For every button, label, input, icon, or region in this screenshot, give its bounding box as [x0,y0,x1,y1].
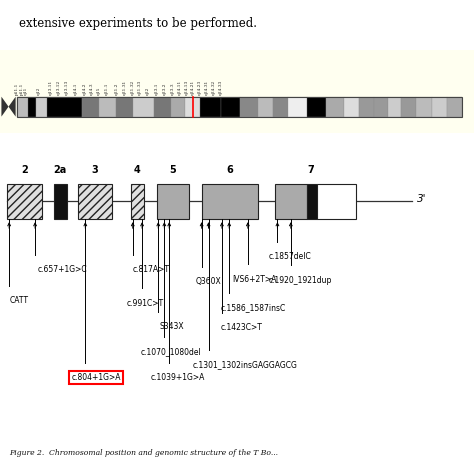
Text: 3': 3' [417,194,427,204]
Text: 3: 3 [91,165,99,175]
Bar [47,97,82,117]
Text: c.804+1G>A: c.804+1G>A [71,373,121,382]
Bar [28,97,36,117]
Text: IVS6+2T>A: IVS6+2T>A [232,275,277,284]
Bar [157,184,189,219]
Text: q24.31: q24.31 [204,80,209,95]
Bar [131,184,144,219]
Polygon shape [1,97,9,117]
Text: 2a: 2a [54,165,67,175]
Bar [200,97,221,117]
Bar [54,184,67,219]
Bar [327,97,344,117]
Text: q11: q11 [24,86,27,95]
Text: q21.1: q21.1 [105,82,109,95]
Text: q23.1: q23.1 [155,82,158,95]
Text: q12: q12 [37,86,41,95]
Text: c.991C>T: c.991C>T [127,299,164,308]
Bar [288,97,307,117]
Bar [201,184,258,219]
Text: q13.12: q13.12 [57,80,61,95]
Bar [416,97,431,117]
Text: q24.23: q24.23 [197,80,201,95]
Bar [431,97,447,117]
Bar [221,97,240,117]
Text: 4: 4 [134,165,141,175]
Bar [240,97,257,117]
Text: q21.31: q21.31 [123,80,127,95]
Bar [17,97,28,117]
Text: q24.11: q24.11 [178,80,182,95]
Text: q15: q15 [97,86,100,95]
Bar [388,97,401,117]
Text: 6: 6 [227,165,233,175]
Text: q21.2: q21.2 [114,82,118,95]
Text: q22: q22 [146,86,150,95]
Polygon shape [9,97,16,117]
Text: p11.1: p11.1 [20,82,24,95]
Text: c.1301_1302insGAGGAGCG: c.1301_1302insGAGGAGCG [193,360,298,369]
Bar [154,97,172,117]
Bar [274,184,307,219]
Text: c.657+1G>C: c.657+1G>C [37,265,87,274]
Bar [82,97,99,117]
Text: p11.1: p11.1 [15,82,18,95]
Text: c.1857delC: c.1857delC [268,252,311,261]
Text: q21.33: q21.33 [137,80,142,95]
Text: q13.13: q13.13 [65,80,69,95]
Bar [7,184,42,219]
Text: Figure 2.  Chromosomal position and genomic structure of the T Bo...: Figure 2. Chromosomal position and genom… [9,449,279,457]
Text: c.1039+1G>A: c.1039+1G>A [151,373,205,382]
Bar [374,97,388,117]
Bar [307,184,317,219]
Text: q21.32: q21.32 [130,80,135,95]
Bar [257,97,273,117]
Bar [99,97,116,117]
Text: c.1423C>T: c.1423C>T [220,323,262,332]
Text: q24.33: q24.33 [219,80,223,95]
Bar [273,97,288,117]
Text: q14.3: q14.3 [90,82,94,95]
Text: c.1586_1587insC: c.1586_1587insC [220,303,285,312]
Text: q24.21: q24.21 [191,80,195,95]
Text: q24.13: q24.13 [184,80,188,95]
Text: c.1070_1080del: c.1070_1080del [141,347,201,356]
Bar [78,184,112,219]
Text: Q360X: Q360X [196,277,221,286]
Text: q14.2: q14.2 [83,82,87,95]
Text: q24.32: q24.32 [211,80,216,95]
Bar [185,97,200,117]
Bar [0,50,474,133]
Bar [133,97,154,117]
Text: extensive experiments to be performed.: extensive experiments to be performed. [19,17,257,29]
Text: c.1920_1921dup: c.1920_1921dup [268,276,332,285]
Text: q23.3: q23.3 [171,82,174,95]
Text: q14.1: q14.1 [74,82,78,95]
Bar [447,97,462,117]
Bar [317,184,356,219]
Text: S343X: S343X [159,322,184,331]
Bar [172,97,185,117]
Text: q13.11: q13.11 [49,80,53,95]
Text: q23.2: q23.2 [163,82,167,95]
Bar [359,97,374,117]
Text: 5: 5 [170,165,176,175]
Bar [344,97,359,117]
Text: 2: 2 [21,165,27,175]
Bar [36,97,47,117]
Bar [307,97,327,117]
Text: c.817A>T: c.817A>T [133,265,170,274]
Bar [401,97,416,117]
Bar [116,97,133,117]
Text: 7: 7 [308,165,314,175]
Bar [17,97,462,117]
Text: CATT: CATT [9,296,28,305]
